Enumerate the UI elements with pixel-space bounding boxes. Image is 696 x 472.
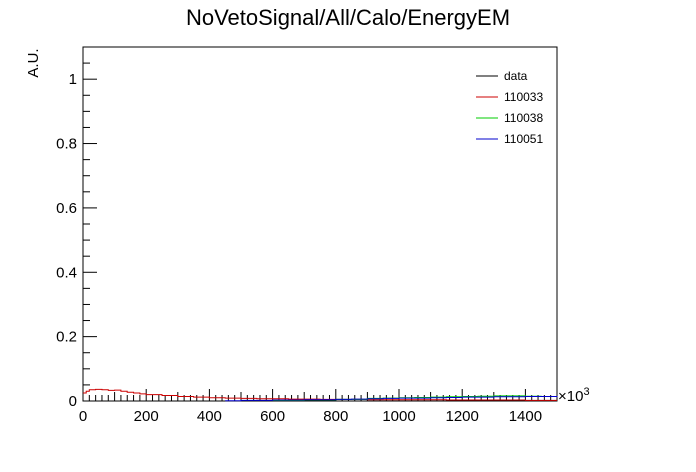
y-tick-label: 1 — [69, 71, 77, 88]
x-tick-label: 1200 — [446, 408, 479, 425]
y-axis-label: A.U. — [25, 48, 42, 77]
x-axis-multiplier-base: ×10 — [558, 388, 583, 405]
x-tick-label: 800 — [323, 408, 348, 425]
x-tick-label: 1000 — [382, 408, 415, 425]
y-tick-label: 0.6 — [56, 200, 77, 217]
legend-label-110038: 110038 — [504, 111, 543, 125]
legend-label-110033: 110033 — [504, 90, 543, 104]
x-axis-multiplier-exponent: 3 — [583, 386, 589, 398]
series-layer — [83, 388, 558, 402]
x-tick-label: 1400 — [509, 408, 542, 425]
legend-label-data: data — [504, 69, 528, 83]
plot-frame — [82, 46, 558, 402]
y-tick-label: 0 — [69, 393, 77, 410]
x-tick-label: 0 — [79, 408, 87, 425]
x-axis-multiplier: ×103 — [558, 386, 590, 405]
y-axis: 0 0.2 0.4 0.6 0.8 1 — [56, 46, 97, 410]
x-axis: 0 200 400 600 800 1000 1200 1400 — [79, 389, 558, 425]
x-tick-label: 400 — [197, 408, 222, 425]
x-tick-label: 600 — [260, 408, 285, 425]
series-line-110033 — [83, 388, 557, 401]
x-tick-label: 200 — [134, 408, 159, 425]
y-tick-label: 0.4 — [56, 264, 77, 281]
legend: data 110033 110038 110051 — [476, 69, 543, 146]
chart-title: NoVetoSignal/All/Calo/EnergyEM — [186, 5, 510, 30]
y-tick-label: 0.2 — [56, 329, 77, 346]
series-line-110051 — [225, 396, 558, 402]
y-tick-label: 0.8 — [56, 136, 77, 153]
legend-label-110051: 110051 — [504, 132, 543, 146]
